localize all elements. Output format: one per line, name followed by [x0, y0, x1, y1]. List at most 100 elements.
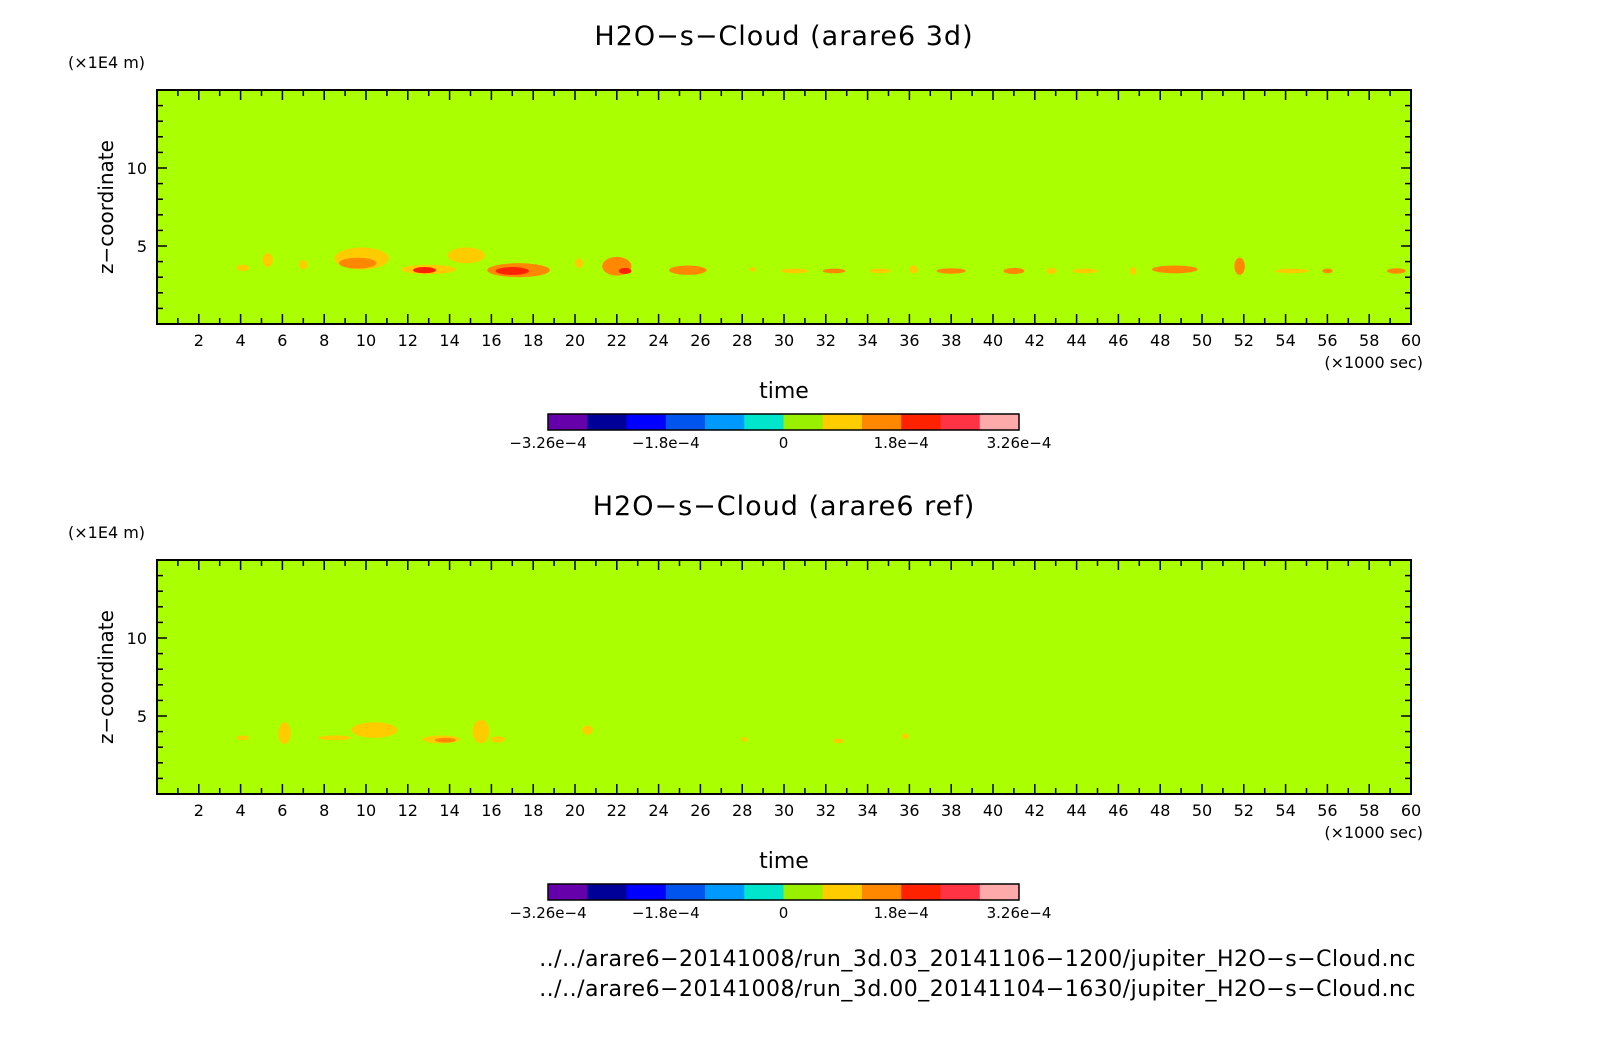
contour-feature [833, 738, 844, 744]
x-tick-label: 48 [1150, 331, 1170, 350]
contour-feature [447, 247, 486, 264]
y-tick-label: 10 [127, 629, 147, 648]
colorbar-tick-label: −3.26e−4 [509, 434, 586, 452]
x-tick-label: 26 [690, 331, 710, 350]
x-tick-label: 8 [319, 331, 329, 350]
x-tick-label: 8 [319, 801, 329, 820]
chart-title: H2O−s−Cloud (arare6 3d) [594, 21, 973, 52]
file-path-3d: ../../arare6−20141008/run_3d.03_20141106… [539, 947, 1416, 972]
colorbar-cell [665, 414, 706, 430]
x-tick-label: 50 [1192, 331, 1212, 350]
contour-feature [749, 267, 756, 272]
colorbar-cell [901, 884, 941, 900]
contour-feature [1151, 265, 1198, 274]
x-tick-label: 32 [816, 331, 836, 350]
colorbar-cell [862, 884, 902, 900]
x-tick-label: 48 [1150, 801, 1170, 820]
x-tick-label: 26 [690, 801, 710, 820]
colorbar-tick-label: 1.8e−4 [874, 434, 929, 452]
contour-feature [434, 737, 456, 743]
colorbar-cell [705, 414, 745, 430]
contour-feature [575, 258, 584, 268]
x-tick-label: 18 [523, 331, 543, 350]
x-tick-label: 58 [1359, 331, 1379, 350]
y-unit-label: (×1E4 m) [68, 53, 145, 72]
colorbar-cell [705, 884, 745, 900]
x-tick-label: 40 [983, 801, 1003, 820]
contour-feature [495, 267, 530, 275]
x-tick-label: 32 [816, 801, 836, 820]
contour-feature [1386, 268, 1406, 274]
colorbar-tick-label: −1.8e−4 [632, 434, 700, 452]
colorbar-tick-label: −3.26e−4 [509, 904, 586, 922]
x-tick-label: 2 [194, 331, 204, 350]
y-axis-label: z−coordinate [94, 610, 118, 744]
colorbar-cell [940, 414, 981, 430]
x-tick-label: 30 [774, 801, 794, 820]
contour-feature [413, 267, 437, 274]
x-tick-label: 38 [941, 331, 961, 350]
contour-feature [869, 268, 891, 274]
x-tick-label: 4 [236, 331, 246, 350]
contour-feature [1275, 268, 1309, 274]
contour-feature [262, 253, 273, 268]
x-tick-label: 58 [1359, 801, 1379, 820]
contour-feature [1129, 267, 1137, 275]
y-tick-label: 5 [137, 237, 147, 256]
colorbar-cell [626, 414, 667, 430]
x-tick-label: 28 [732, 331, 752, 350]
colorbar-cell [626, 884, 667, 900]
contour-feature [236, 264, 249, 271]
x-tick-label: 42 [1025, 801, 1045, 820]
contour-feature [317, 735, 352, 741]
x-tick-label: 56 [1317, 801, 1337, 820]
x-tick-label: 10 [356, 331, 376, 350]
contour-feature [351, 722, 398, 738]
x-tick-label: 54 [1275, 331, 1295, 350]
x-axis-label: time [759, 379, 809, 404]
contour-feature [1046, 267, 1057, 275]
field-background [157, 560, 1411, 794]
colorbar-cell [587, 884, 627, 900]
contour-feature [1322, 268, 1333, 274]
x-tick-label: 44 [1066, 801, 1086, 820]
x-tick-label: 40 [983, 331, 1003, 350]
panel-3d: H2O−s−Cloud (arare6 3d)(×1E4 m)2 4 6 8 10 12 1… [68, 21, 1423, 452]
y-unit-label: (×1E4 m) [68, 523, 145, 542]
x-tick-label: 34 [857, 331, 877, 350]
contour-feature [472, 719, 490, 744]
x-tick-label: 24 [648, 331, 668, 350]
chart-title: H2O−s−Cloud (arare6 ref) [593, 491, 976, 522]
colorbar-cell [744, 414, 784, 430]
x-tick-label: 22 [607, 801, 627, 820]
contour-feature [236, 735, 249, 741]
colorbar-cell [548, 884, 588, 900]
contour-feature [669, 265, 707, 275]
x-tick-label: 16 [481, 331, 501, 350]
x-tick-label: 30 [774, 331, 794, 350]
x-tick-label: 54 [1275, 801, 1295, 820]
x-tick-label: 36 [899, 331, 919, 350]
colorbar-tick-label: −1.8e−4 [632, 904, 700, 922]
y-axis-label: z−coordinate [94, 140, 118, 274]
colorbar-cell [862, 414, 902, 430]
x-unit-label: (×1000 sec) [1324, 823, 1423, 842]
x-tick-label: 46 [1108, 331, 1128, 350]
x-tick-label: 20 [565, 801, 585, 820]
x-tick-label: 20 [565, 331, 585, 350]
x-tick-label: 6 [277, 801, 287, 820]
contour-feature [909, 265, 918, 274]
colorbar-frame [547, 883, 1020, 901]
x-tick-label: 52 [1234, 801, 1254, 820]
x-tick-label: 4 [236, 801, 246, 820]
x-tick-label: 60 [1401, 331, 1421, 350]
colorbar-tick-label: 0 [779, 904, 789, 922]
y-tick-label: 10 [127, 159, 147, 178]
x-tick-label: 14 [439, 331, 459, 350]
colorbar-cell [587, 414, 627, 430]
x-tick-label: 52 [1234, 331, 1254, 350]
contour-feature [1003, 267, 1025, 275]
colorbar-cell [822, 884, 863, 900]
x-tick-label: 14 [439, 801, 459, 820]
